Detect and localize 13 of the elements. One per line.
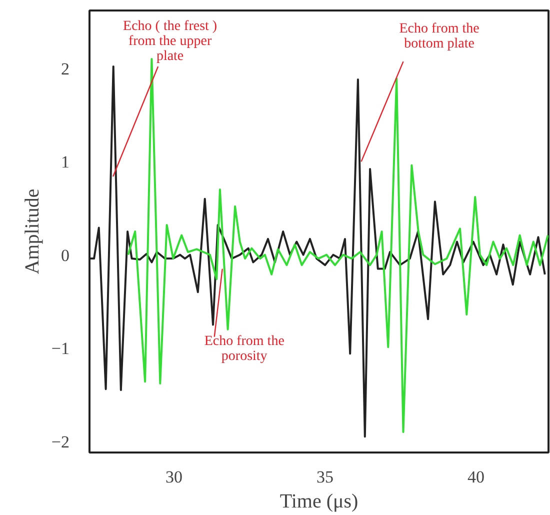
x-axis-title: Time (μs): [280, 490, 358, 512]
y-axis-title: Amplitude: [21, 188, 44, 274]
x-tick-label: 30: [166, 468, 183, 486]
annotation: Echo from the bottom plate: [399, 22, 480, 52]
y-tick-label: −1: [51, 339, 70, 358]
x-tick-label: 40: [468, 468, 485, 486]
y-tick-label: 1: [61, 152, 70, 172]
y-tick-label: 0: [61, 246, 70, 265]
annotation: Echo from the porosity: [204, 334, 284, 364]
y-tick-label: 2: [61, 59, 70, 78]
x-tick-label: 35: [316, 468, 334, 486]
annotation: Echo ( the frest ) from the upper plate: [123, 18, 218, 64]
y-tick-label: −2: [51, 432, 70, 452]
